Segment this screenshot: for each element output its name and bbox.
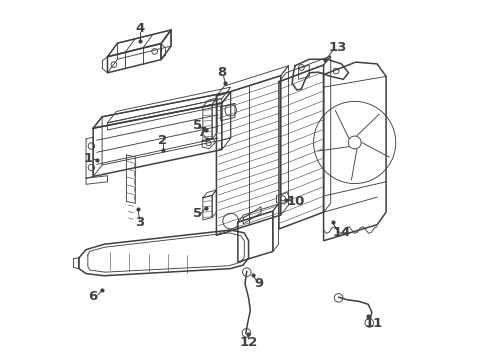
Text: 5: 5 [193,207,202,220]
Text: 13: 13 [329,41,347,54]
Text: 10: 10 [287,195,305,208]
Text: 4: 4 [135,22,144,35]
Text: 9: 9 [255,277,264,290]
Text: 14: 14 [332,226,351,239]
Text: 3: 3 [135,216,144,229]
Text: 2: 2 [158,134,168,147]
Text: 8: 8 [217,66,226,79]
Text: 6: 6 [89,289,98,303]
Text: 11: 11 [365,317,383,330]
Text: 7: 7 [197,126,207,139]
Text: 1: 1 [84,152,93,165]
Text: 12: 12 [240,336,258,349]
Text: 5: 5 [193,119,202,132]
